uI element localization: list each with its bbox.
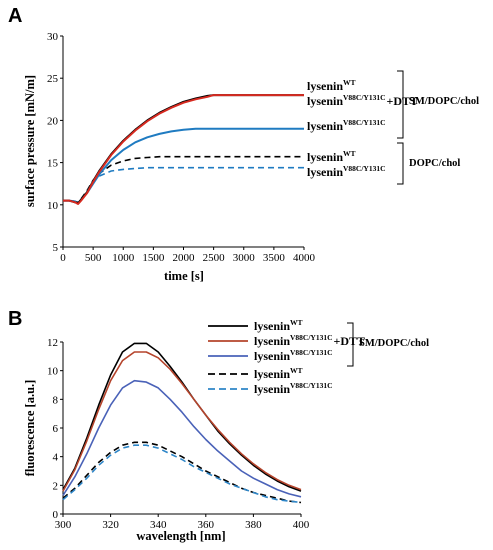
legend-entry-2: lyseninV88C/Y131C — [307, 118, 386, 133]
chart-panel-b: B 300 320 340 360 380 400 0 2 4 6 8 10 12 wavelength [… — [8, 308, 429, 543]
x-tick-label: 2500 — [203, 252, 226, 264]
legend-entry-4: lyseninV88C/Y131C — [307, 164, 386, 179]
y-tick-label: 10 — [47, 366, 59, 378]
x-tick-label: 1500 — [142, 252, 165, 264]
legend-superscript: V88C/Y131C — [343, 118, 386, 127]
chart-panel-a: A 0 500 1000 1500 2000 2500 3000 3500 4000 5 10 15 20… — [8, 5, 479, 283]
x-tick-label: 3000 — [233, 252, 256, 264]
group-label: DOPC/chol — [409, 158, 460, 169]
x-tick-label: 500 — [85, 252, 102, 264]
x-tick-label: 1000 — [112, 252, 135, 264]
legend-entry-0: lyseninWT — [254, 318, 303, 333]
legend-superscript: V88C/Y131C — [290, 381, 333, 390]
x-tick-label: 4000 — [293, 252, 316, 264]
group-bracket — [397, 70, 404, 139]
group-bracket — [347, 322, 354, 367]
x-axis-title: time [s] — [164, 269, 204, 283]
legend-name: lysenin — [254, 382, 290, 396]
y-tick-label: 4 — [53, 452, 59, 464]
y-tick-label: 0 — [53, 509, 59, 521]
panel-letter: B — [8, 308, 22, 330]
legend-name: lysenin — [307, 165, 343, 179]
legend-superscript: V88C/Y131C — [290, 348, 333, 357]
series-line-1 — [63, 94, 304, 205]
group-label: SM/DOPC/chol — [359, 338, 429, 349]
legend-suffix: +DTT — [387, 94, 419, 108]
x-tick-label: 2000 — [173, 252, 196, 264]
legend-name: lysenin — [307, 79, 343, 93]
x-tick-label: 3500 — [263, 252, 286, 264]
legend-entry-3: lyseninWT — [254, 366, 303, 381]
panel-letter: A — [8, 5, 22, 27]
x-tick-label: 340 — [150, 519, 167, 531]
legend-name: lysenin — [307, 94, 343, 108]
legend-suffix: +DTT — [334, 334, 366, 348]
series-line-3 — [63, 155, 304, 204]
legend-name: lysenin — [254, 349, 290, 363]
legend-superscript: WT — [343, 78, 356, 87]
y-tick-label: 5 — [53, 242, 59, 254]
x-tick-label: 320 — [102, 519, 119, 531]
y-tick-label: 15 — [47, 158, 59, 170]
y-tick-label: 8 — [53, 394, 59, 406]
y-tick-label: 30 — [47, 31, 59, 43]
group-bracket — [397, 142, 404, 185]
series-line-0 — [62, 342, 302, 492]
series-line-4 — [62, 444, 302, 504]
y-tick-label: 2 — [53, 480, 59, 492]
legend-entry-0: lyseninWT — [307, 78, 356, 93]
y-tick-label: 20 — [47, 115, 59, 127]
y-axis-title: fluorescence [a.u.] — [23, 380, 37, 477]
legend-name: lysenin — [254, 367, 290, 381]
y-tick-label: 10 — [47, 200, 59, 212]
legend-name: lysenin — [254, 334, 290, 348]
x-tick-label: 360 — [198, 519, 215, 531]
x-tick-label: 0 — [60, 252, 66, 264]
legend-superscript: WT — [290, 366, 303, 375]
legend-superscript: WT — [290, 318, 303, 327]
series-line-2 — [63, 127, 304, 205]
legend-superscript: WT — [343, 149, 356, 158]
legend-entry-3: lyseninWT — [307, 149, 356, 164]
x-tick-label: 400 — [293, 519, 310, 531]
group-label: SM/DOPC/chol — [409, 96, 479, 107]
legend-superscript: V88C/Y131C — [290, 333, 333, 342]
x-tick-label: 300 — [55, 519, 72, 531]
legend-entry-4: lyseninV88C/Y131C — [254, 381, 333, 396]
legend-entry-1: lyseninV88C/Y131C+DTT — [254, 333, 365, 348]
series-line-0 — [63, 94, 304, 205]
y-tick-label: 6 — [53, 423, 59, 435]
series-line-3 — [62, 441, 302, 504]
y-axis-title: surface pressure [mN/m] — [23, 75, 37, 207]
legend-entry-1: lyseninV88C/Y131C+DTT — [307, 93, 418, 108]
legend-name: lysenin — [307, 150, 343, 164]
x-axis-title: wavelength [nm] — [136, 529, 225, 543]
legend-name: lysenin — [254, 319, 290, 333]
legend-name: lysenin — [307, 119, 343, 133]
y-tick-label: 25 — [47, 73, 59, 85]
legend-superscript: V88C/Y131C — [343, 93, 386, 102]
series-line-2 — [62, 379, 302, 498]
x-tick-label: 380 — [245, 519, 262, 531]
series-line-1 — [62, 351, 302, 492]
y-tick-label: 12 — [47, 337, 58, 349]
legend-superscript: V88C/Y131C — [343, 164, 386, 173]
legend-entry-2: lyseninV88C/Y131C — [254, 348, 333, 363]
